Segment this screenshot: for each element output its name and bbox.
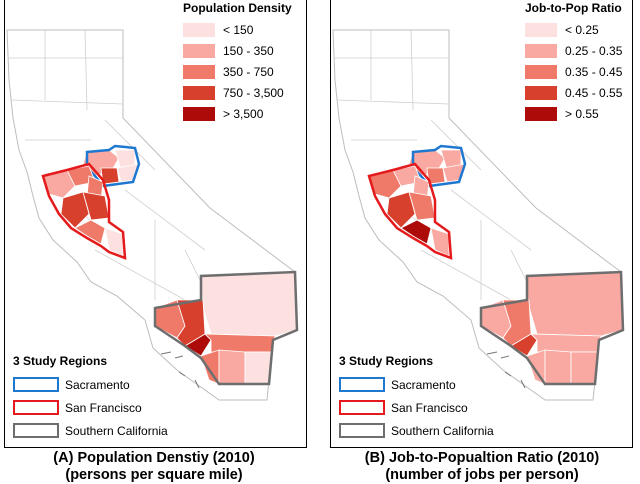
caption-population-density: (A) Population Denstiy (2010) (persons p… [0, 450, 314, 484]
legend-swatch [183, 44, 215, 58]
legend-label: < 0.25 [565, 23, 599, 37]
region-label: San Francisco [65, 401, 142, 415]
sacramento-counties [408, 144, 467, 188]
legend-swatch [525, 23, 557, 37]
southern-california-region-boundary [479, 270, 625, 386]
california-map-job-to-pop-ratio [332, 29, 625, 401]
legend-swatch [183, 65, 215, 79]
region-label: Southern California [65, 424, 168, 438]
legend-label: 0.45 - 0.55 [565, 86, 623, 100]
legend-label: > 3,500 [223, 107, 264, 121]
regions-title: 3 Study Regions [339, 354, 434, 368]
panel-job-to-pop-ratio: Job-to-Pop Ratio < 0.25 0.25 - 0.35 0.35… [330, 0, 633, 448]
legend-swatch [183, 86, 215, 100]
region-swatch [13, 400, 59, 415]
legend-swatch [525, 65, 557, 79]
caption-line-2: (persons per square mile) [65, 467, 243, 483]
region-swatch [13, 377, 59, 392]
legend-label: 0.35 - 0.45 [565, 65, 623, 79]
region-swatch [339, 423, 385, 438]
legend-label: < 150 [223, 23, 254, 37]
legend-label: 750 - 3,500 [223, 86, 284, 100]
regions-title: 3 Study Regions [13, 354, 108, 368]
channel-islands [160, 351, 200, 389]
caption-line-2: (number of jobs per person) [385, 467, 579, 483]
region-label: Sacramento [391, 378, 456, 392]
channel-islands [486, 351, 526, 389]
region-label: San Francisco [391, 401, 468, 415]
san-francisco-region-boundary [367, 162, 453, 260]
legend-title: Job-to-Pop Ratio [525, 1, 622, 15]
region-swatch [13, 423, 59, 438]
legend-label: 350 - 750 [223, 65, 274, 79]
legend-swatch [183, 107, 215, 121]
caption-line-1: (B) Job-to-Popualtion Ratio (2010) [364, 450, 600, 466]
legend-title: Population Density [183, 1, 292, 15]
region-swatch [339, 400, 385, 415]
san-francisco-counties [41, 162, 127, 260]
legend-label: > 0.55 [565, 107, 599, 121]
legend-swatch [525, 107, 557, 121]
region-label: Sacramento [65, 378, 130, 392]
legend-swatch [525, 86, 557, 100]
caption-job-to-pop-ratio: (B) Job-to-Popualtion Ratio (2010) (numb… [322, 450, 640, 484]
panel-population-density: Population Density < 150 150 - 350 350 -… [4, 0, 307, 448]
region-swatch [339, 377, 385, 392]
san-francisco-counties [367, 162, 453, 260]
southern-california-counties [479, 270, 625, 386]
southern-california-counties [153, 270, 299, 386]
southern-california-region-boundary [153, 270, 299, 386]
california-map-population-density [6, 29, 299, 401]
region-label: Southern California [391, 424, 494, 438]
san-francisco-region-boundary [41, 162, 127, 260]
legend-label: 0.25 - 0.35 [565, 44, 623, 58]
caption-line-1: (A) Population Denstiy (2010) [53, 450, 255, 466]
legend-swatch [525, 44, 557, 58]
legend-label: 150 - 350 [223, 44, 274, 58]
legend-swatch [183, 23, 215, 37]
